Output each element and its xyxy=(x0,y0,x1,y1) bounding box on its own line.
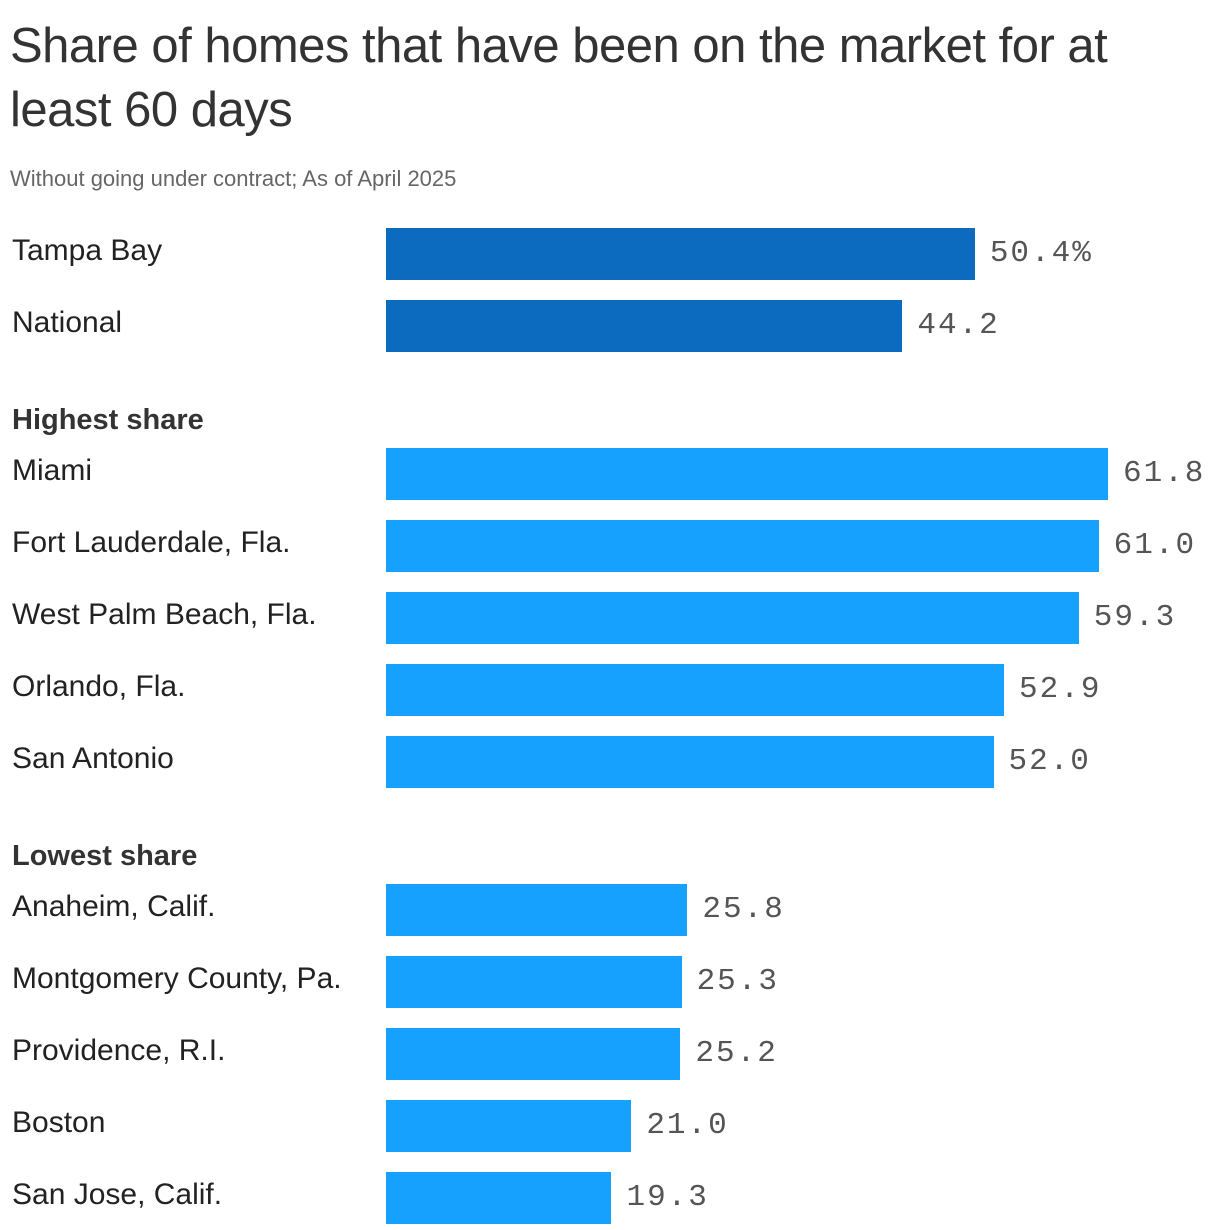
bar-label: West Palm Beach, Fla. xyxy=(12,598,317,631)
bar xyxy=(386,1028,681,1080)
bar xyxy=(386,884,688,936)
bar xyxy=(386,520,1099,572)
data-label: 25.8 xyxy=(702,892,785,927)
group-label: Lowest share xyxy=(12,840,198,872)
data-label: 19.3 xyxy=(626,1180,709,1215)
bar-label: National xyxy=(12,306,123,339)
data-label: 61.8 xyxy=(1123,456,1206,491)
bar xyxy=(386,448,1108,500)
group-label: Highest share xyxy=(12,404,204,436)
data-label: 21.0 xyxy=(646,1108,729,1143)
bar xyxy=(386,1172,612,1224)
bar-label: Anaheim, Calif. xyxy=(12,890,216,923)
bar xyxy=(386,956,682,1008)
data-label: 52.9 xyxy=(1019,672,1102,707)
bar-label: Boston xyxy=(12,1106,106,1139)
bar-label: San Jose, Calif. xyxy=(12,1178,223,1211)
data-label: 44.2 xyxy=(917,308,1000,343)
bar-label: Orlando, Fla. xyxy=(12,670,186,703)
bar-label: Montgomery County, Pa. xyxy=(12,962,342,995)
chart-title: Share of homes that have been on the mar… xyxy=(10,19,1108,137)
data-label: 50.4% xyxy=(989,236,1093,271)
data-label: 61.0 xyxy=(1113,528,1197,563)
bar-label: San Antonio xyxy=(12,742,174,775)
data-label: 25.2 xyxy=(695,1036,778,1071)
data-label: 52.0 xyxy=(1008,744,1091,779)
bar-label: Tampa Bay xyxy=(12,234,163,267)
bar-label: Providence, R.I. xyxy=(12,1034,226,1067)
bar xyxy=(386,664,1005,716)
bar-label: Fort Lauderdale, Fla. xyxy=(12,526,291,559)
bar xyxy=(386,228,975,280)
bar xyxy=(386,736,994,788)
bar xyxy=(386,300,903,352)
bar xyxy=(386,592,1079,644)
bar-label: Miami xyxy=(12,454,92,487)
data-label: 25.3 xyxy=(696,964,779,999)
bar xyxy=(386,1100,632,1152)
data-label: 59.3 xyxy=(1093,600,1177,635)
chart-subtitle: Without going under contract; As of Apri… xyxy=(10,166,457,191)
